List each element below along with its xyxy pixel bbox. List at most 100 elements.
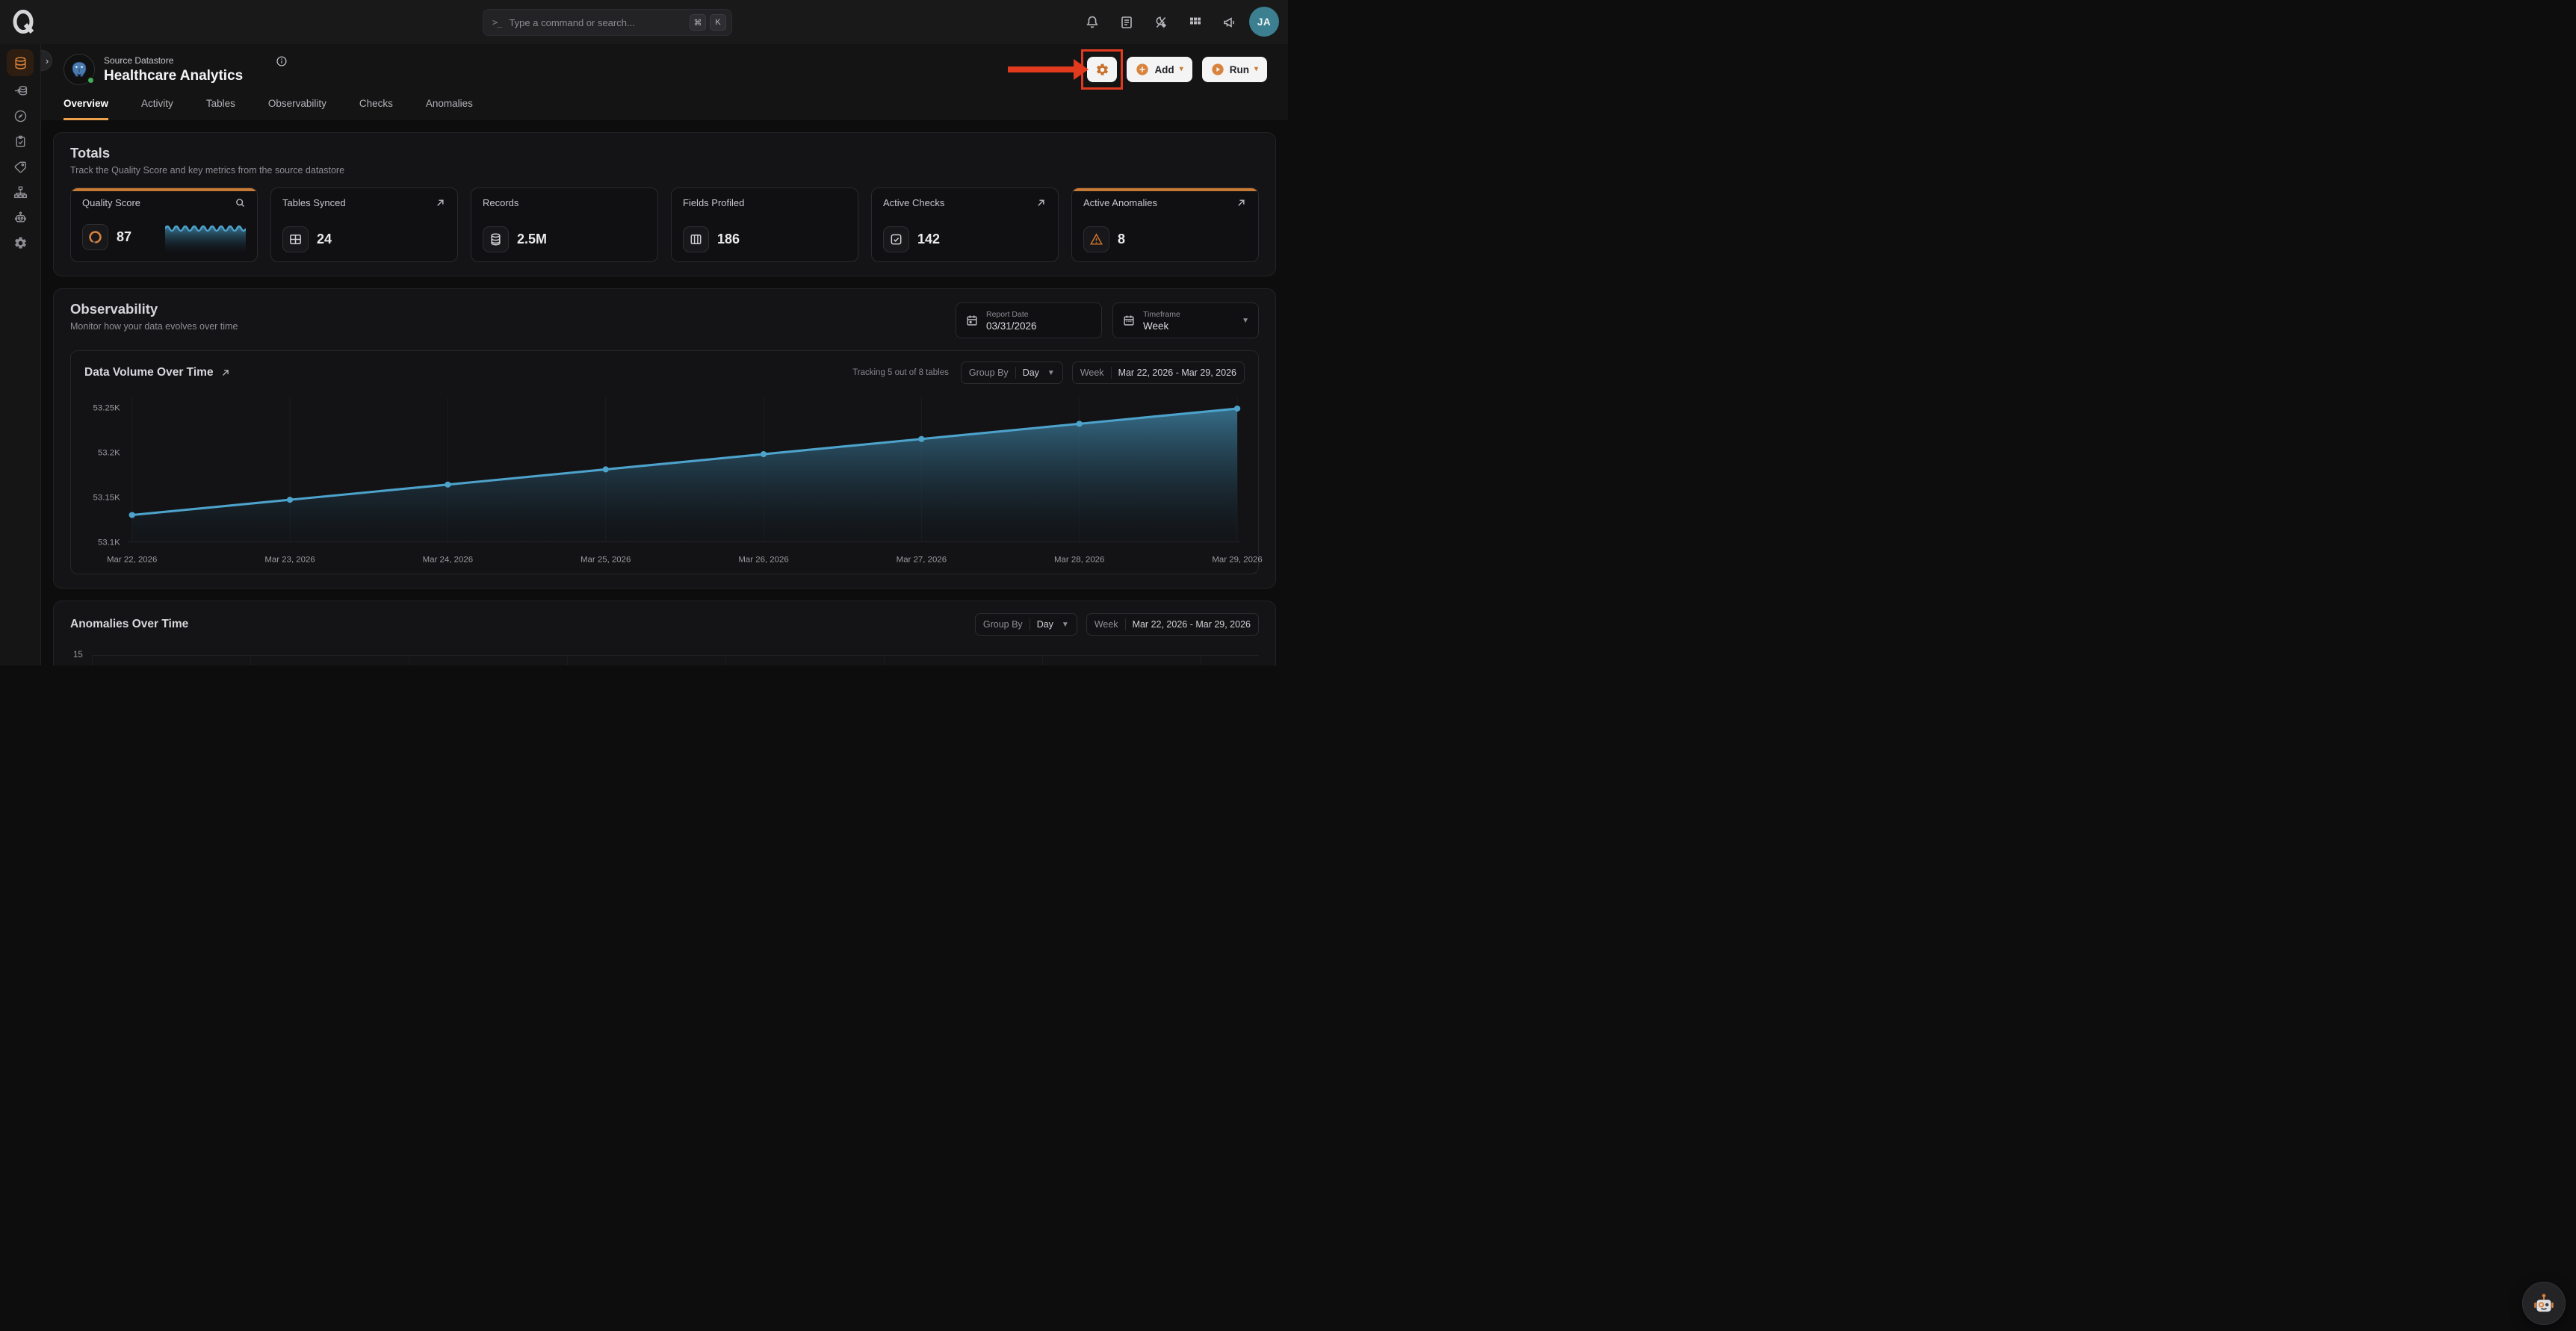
sidebar-item-assistant[interactable] xyxy=(7,205,34,230)
database-icon xyxy=(483,226,509,252)
card-value: 24 xyxy=(317,232,332,246)
report-date-field[interactable]: Report Date 03/31/2026 xyxy=(956,302,1102,338)
chevron-down-icon: ▾ xyxy=(1254,65,1258,73)
svg-text:Mar 23, 2026: Mar 23, 2026 xyxy=(264,555,315,564)
week-label: Week xyxy=(1094,619,1118,630)
calendar-icon xyxy=(1122,314,1136,327)
changelog-icon[interactable] xyxy=(1119,15,1134,30)
active-anomalies-card[interactable]: Active Anomalies 8 xyxy=(1071,187,1259,262)
card-label: Fields Profiled xyxy=(683,197,745,208)
svg-text:53.25K: 53.25K xyxy=(93,404,121,413)
tab-observability[interactable]: Observability xyxy=(267,98,326,109)
external-link-icon[interactable] xyxy=(1236,197,1247,208)
field-value: 03/31/2026 xyxy=(986,320,1037,332)
week-label: Week xyxy=(1080,367,1104,378)
run-button[interactable]: Run ▾ xyxy=(1201,57,1267,82)
data-volume-chart-card: Data Volume Over Time Tracking 5 out of … xyxy=(70,350,1263,574)
tab-tables[interactable]: Tables xyxy=(205,98,235,109)
topbar: >_ Type a command or search... ⌘ K JA xyxy=(0,0,1288,44)
tables-synced-card[interactable]: Tables Synced 24 xyxy=(270,187,458,262)
command-search-input[interactable]: >_ Type a command or search... ⌘ K xyxy=(483,9,732,36)
info-icon[interactable] xyxy=(276,55,288,67)
sidebar-item-checks[interactable] xyxy=(7,128,34,154)
group-by-select[interactable]: Group By Day ▼ xyxy=(974,613,1077,636)
user-avatar[interactable]: JA xyxy=(1249,7,1279,37)
check-square-icon xyxy=(883,226,909,252)
card-value: 8 xyxy=(1118,232,1126,246)
tab-activity[interactable]: Activity xyxy=(141,98,173,109)
anomalies-chart-section: Anomalies Over Time Group By Day ▼ Week … xyxy=(53,601,1276,666)
external-link-icon[interactable] xyxy=(1035,197,1047,208)
datastore-logo xyxy=(64,54,95,85)
theme-toggle-icon[interactable] xyxy=(1154,15,1168,30)
page-header: › Source Datastore Healthcare Analytics xyxy=(41,44,1288,120)
tab-checks[interactable]: Checks xyxy=(359,98,393,109)
datastore-settings-button[interactable] xyxy=(1087,57,1118,82)
card-label: Records xyxy=(483,197,519,208)
timeframe-select[interactable]: Timeframe Week ▼ xyxy=(1112,302,1259,338)
volume-chart-svg[interactable]: 53.1K 53.15K 53.2K 53.25K Mar 22, 2026 Mar 23… xyxy=(84,387,1263,568)
fields-profiled-card[interactable]: Fields Profiled 186 xyxy=(671,187,858,262)
quality-score-gauge-icon xyxy=(82,223,108,250)
card-label: Tables Synced xyxy=(282,197,346,208)
warning-triangle-icon xyxy=(1083,226,1109,252)
tab-overview[interactable]: Overview xyxy=(64,98,109,120)
header-actions: Add ▾ Run ▾ xyxy=(1008,49,1267,90)
terminal-prompt-icon: >_ xyxy=(492,17,502,28)
sidebar-item-enrichment-datastores[interactable] xyxy=(7,78,34,103)
active-checks-card[interactable]: Active Checks 142 xyxy=(871,187,1059,262)
svg-text:53.1K: 53.1K xyxy=(98,538,120,547)
table-icon xyxy=(282,226,309,252)
sidebar-item-source-datastores[interactable] xyxy=(7,49,34,76)
search-icon[interactable] xyxy=(235,197,246,208)
observability-section: Observability Monitor how your data evol… xyxy=(53,288,1276,589)
play-circle-icon xyxy=(1212,63,1224,75)
group-by-value: Day xyxy=(1036,619,1053,630)
meta-keycap: ⌘ xyxy=(690,14,706,31)
add-button[interactable]: Add ▾ xyxy=(1127,57,1192,82)
sidebar-item-explore[interactable] xyxy=(7,103,34,128)
card-value: 142 xyxy=(917,232,941,246)
topbar-icons xyxy=(1085,0,1237,44)
svg-text:Mar 28, 2026: Mar 28, 2026 xyxy=(1054,555,1104,564)
annotation-arrow xyxy=(1008,66,1074,72)
volume-chart-title: Data Volume Over Time xyxy=(84,366,214,379)
card-label: Active Anomalies xyxy=(1083,197,1157,208)
field-value: Week xyxy=(1143,320,1169,332)
sidebar xyxy=(0,44,41,666)
observability-subtitle: Monitor how your data evolves over time xyxy=(70,321,238,332)
records-card[interactable]: Records 2.5M xyxy=(471,187,658,262)
external-link-icon[interactable] xyxy=(220,367,231,378)
external-link-icon[interactable] xyxy=(435,197,446,208)
assistant-robot-button[interactable] xyxy=(2522,1282,2566,1325)
announcements-megaphone-icon[interactable] xyxy=(1222,15,1237,30)
sidebar-item-lineage[interactable] xyxy=(7,179,34,205)
card-value: 186 xyxy=(717,232,740,246)
app-logo-icon[interactable] xyxy=(9,7,37,36)
columns-icon xyxy=(683,226,709,252)
svg-text:Mar 25, 2026: Mar 25, 2026 xyxy=(580,555,631,564)
card-label: Quality Score xyxy=(82,197,141,208)
tab-anomalies[interactable]: Anomalies xyxy=(425,98,473,109)
dropdown-caret-icon: ▼ xyxy=(1242,316,1249,325)
anomalies-chart-gridlines xyxy=(91,655,1259,666)
card-label: Active Checks xyxy=(883,197,945,208)
tracking-note: Tracking 5 out of 8 tables xyxy=(852,368,949,377)
week-range-picker[interactable]: Week Mar 22, 2026 - Mar 29, 2026 xyxy=(1071,362,1245,384)
quality-score-card[interactable]: Quality Score 87 xyxy=(70,187,258,262)
group-by-label: Group By xyxy=(968,367,1009,378)
svg-text:Mar 29, 2026: Mar 29, 2026 xyxy=(1212,555,1262,564)
group-by-select[interactable]: Group By Day ▼ xyxy=(960,362,1063,384)
chevron-down-icon: ▾ xyxy=(1179,65,1183,73)
k-keycap: K xyxy=(710,14,726,31)
tab-bar: Overview Activity Tables Observability C… xyxy=(41,85,1288,120)
sidebar-item-tags[interactable] xyxy=(7,154,34,179)
week-range-picker[interactable]: Week Mar 22, 2026 - Mar 29, 2026 xyxy=(1086,613,1259,636)
totals-title: Totals xyxy=(70,145,111,161)
sidebar-item-settings[interactable] xyxy=(7,230,34,255)
apps-grid-icon[interactable] xyxy=(1188,15,1203,30)
notifications-bell-icon[interactable] xyxy=(1085,15,1100,30)
week-range-value: Mar 22, 2026 - Mar 29, 2026 xyxy=(1132,619,1251,630)
dropdown-caret-icon: ▼ xyxy=(1047,368,1055,377)
search-placeholder: Type a command or search... xyxy=(509,16,635,28)
